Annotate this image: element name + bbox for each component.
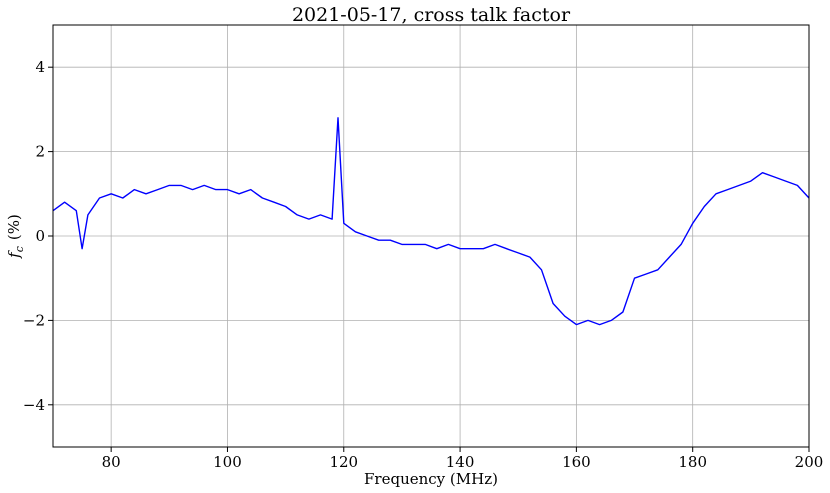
x-tick-label: 140	[446, 453, 475, 471]
x-tick-label: 120	[329, 453, 358, 471]
y-tick-label: −4	[23, 396, 45, 414]
series-layer	[52, 117, 810, 326]
series-line-0	[52, 117, 810, 326]
y-tick-label: −2	[23, 311, 45, 329]
y-tick-label: 2	[35, 143, 45, 161]
y-axis-label: fc (%)	[5, 214, 26, 259]
x-tick-label: 100	[213, 453, 242, 471]
y-axis-label-main: f	[5, 250, 23, 259]
y-tick-label: 4	[35, 58, 45, 76]
y-axis-label-sub: c	[13, 246, 26, 252]
x-axis-label: Frequency (MHz)	[364, 470, 498, 488]
x-tick-label: 180	[678, 453, 707, 471]
chart-title: 2021-05-17, cross talk factor	[292, 4, 571, 26]
grid	[53, 25, 810, 447]
x-tick-label: 160	[562, 453, 591, 471]
x-tick-label: 80	[102, 453, 121, 471]
x-tick-label: 200	[795, 453, 824, 471]
y-axis-label-unit: (%)	[5, 214, 23, 240]
ticks: 80 100 120 140 160 180 200 −4 −2 0 2 4	[23, 58, 823, 471]
y-tick-label: 0	[35, 227, 45, 245]
